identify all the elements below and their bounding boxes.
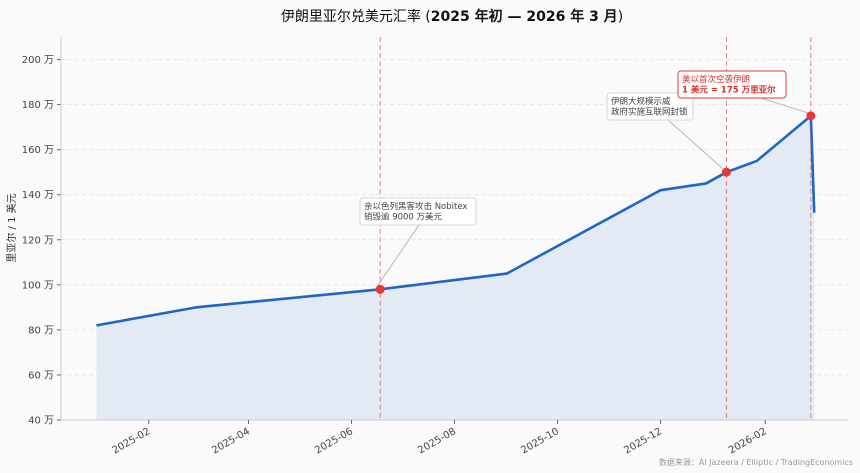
annotation-text: 伊朗大规模示威 [611,96,671,107]
annotation-arrow [376,224,420,287]
rate-line [96,114,816,327]
annotation-arrow [667,119,724,170]
event-marker [806,111,816,121]
y-tick-label: 180 万 [22,100,54,111]
annotation-box [677,70,787,99]
event-marker [721,167,731,177]
chart-title: 伊朗里亚尔兑美元汇率 (2025 年初 — 2026 年 3 月) [281,8,623,25]
x-tick-label: 2025-12 [622,426,664,456]
y-tick-label: 160 万 [22,145,54,156]
annotation-box [606,92,694,121]
event-marker [375,284,385,294]
y-tick-label: 120 万 [22,235,54,246]
y-tick-label: 80 万 [28,325,54,336]
annotation-text: 亲以色列黑客攻击 Nobitex [364,201,467,212]
annotation-box [359,197,477,226]
x-tick-label: 2025-10 [519,426,561,456]
x-tick-label: 2025-06 [313,426,355,456]
annotation-text: 美以首次空袭伊朗 [682,74,750,85]
annotation-text: 政府实施互联网封锁 [611,107,688,118]
y-tick-label: 60 万 [28,370,54,381]
annotation-text: 1 美元 = 175 万里亚尔 [682,85,776,96]
y-tick-label: 200 万 [22,55,54,66]
area-fill [96,115,815,421]
y-axis-label: 里亚尔 / 1 美元 [5,193,18,262]
x-tick-label: 2025-08 [416,426,458,456]
x-tick-label: 2026-02 [727,426,769,456]
annotation-arrow [760,97,808,114]
y-tick-label: 140 万 [22,190,54,201]
y-tick-label: 40 万 [28,416,54,427]
source-note: 数据来源：Al Jazeera / Elliptic / TradingEcon… [659,457,853,467]
annotation-text: 销毁逾 9000 万美元 [364,212,443,223]
y-tick-label: 100 万 [22,280,54,291]
x-tick-label: 2025-04 [210,426,252,456]
x-tick-label: 2025-02 [111,426,153,456]
